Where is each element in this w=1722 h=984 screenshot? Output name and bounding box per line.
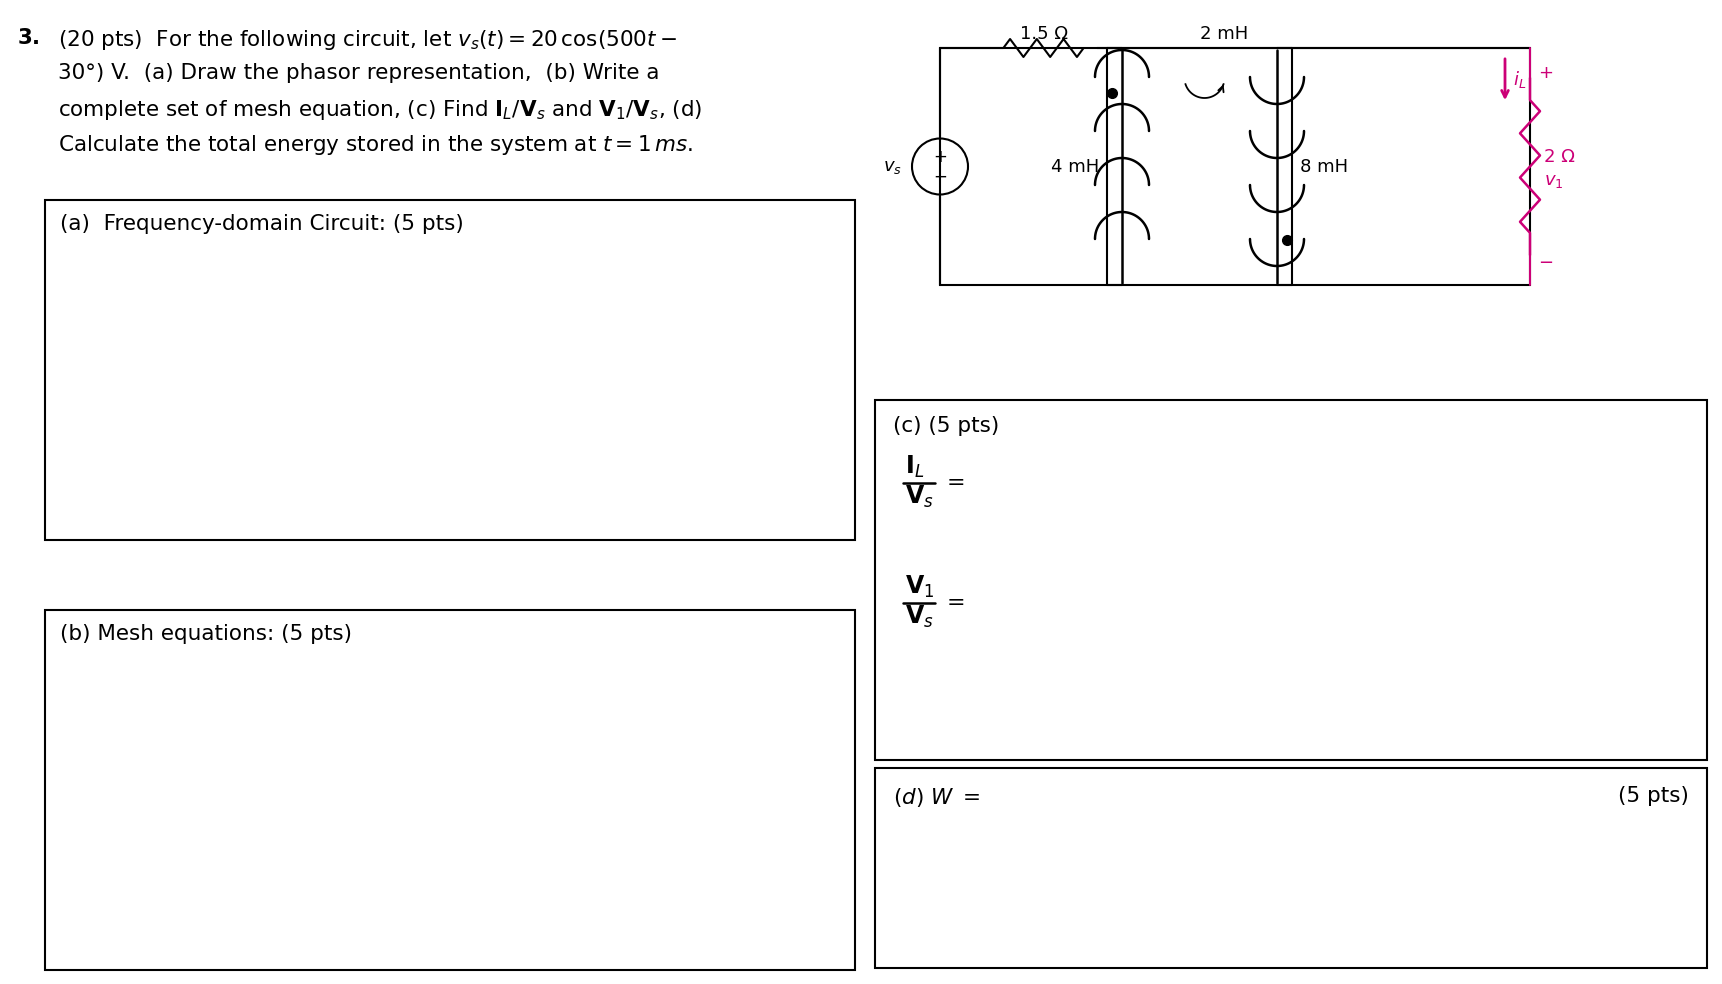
Text: =: = — [947, 593, 966, 613]
Text: 8 mH: 8 mH — [1300, 157, 1348, 175]
Text: +: + — [1538, 64, 1553, 82]
Text: $(d)\ W\ =$: $(d)\ W\ =$ — [894, 786, 980, 809]
Text: (b) Mesh equations: (5 pts): (b) Mesh equations: (5 pts) — [60, 624, 351, 644]
Text: (c) (5 pts): (c) (5 pts) — [894, 416, 999, 436]
Text: complete set of mesh equation, (c) Find $\mathbf{I}_L/\mathbf{V}_s$ and $\mathbf: complete set of mesh equation, (c) Find … — [59, 98, 703, 122]
Text: −: − — [1538, 254, 1553, 272]
Text: −: − — [933, 167, 947, 186]
Bar — [45, 200, 856, 540]
Text: =: = — [947, 473, 966, 493]
Bar — [875, 768, 1707, 968]
Text: 1.5 Ω: 1.5 Ω — [1019, 25, 1068, 43]
Text: $\mathbf{V}_1$: $\mathbf{V}_1$ — [906, 574, 935, 600]
Text: Calculate the total energy stored in the system at $t = 1\,ms.$: Calculate the total energy stored in the… — [59, 133, 692, 157]
Text: $v_s$: $v_s$ — [883, 157, 902, 175]
Text: $\mathbf{V}_s$: $\mathbf{V}_s$ — [906, 604, 933, 630]
Text: $i_L$: $i_L$ — [1514, 69, 1526, 90]
Text: 4 mH: 4 mH — [1050, 157, 1099, 175]
Text: +: + — [933, 149, 947, 166]
Text: 2 Ω: 2 Ω — [1545, 148, 1576, 165]
Text: 30°) V.  (a) Draw the phasor representation,  (b) Write a: 30°) V. (a) Draw the phasor representati… — [59, 63, 660, 83]
Bar — [45, 610, 856, 970]
Text: $\mathbf{V}_s$: $\mathbf{V}_s$ — [906, 484, 933, 510]
Text: $\mathbf{I}_L$: $\mathbf{I}_L$ — [906, 454, 925, 480]
Bar — [875, 400, 1707, 760]
Text: 3.: 3. — [17, 28, 41, 48]
Text: (a)  Frequency-domain Circuit: (5 pts): (a) Frequency-domain Circuit: (5 pts) — [60, 214, 463, 234]
Bar — [940, 48, 1531, 285]
Text: (20 pts)  For the following circuit, let $v_s(t) = 20\,\cos(500t -$: (20 pts) For the following circuit, let … — [59, 28, 677, 52]
Text: 2 mH: 2 mH — [1200, 25, 1248, 43]
Text: $v_1$: $v_1$ — [1545, 172, 1564, 191]
Text: (5 pts): (5 pts) — [1619, 786, 1689, 806]
